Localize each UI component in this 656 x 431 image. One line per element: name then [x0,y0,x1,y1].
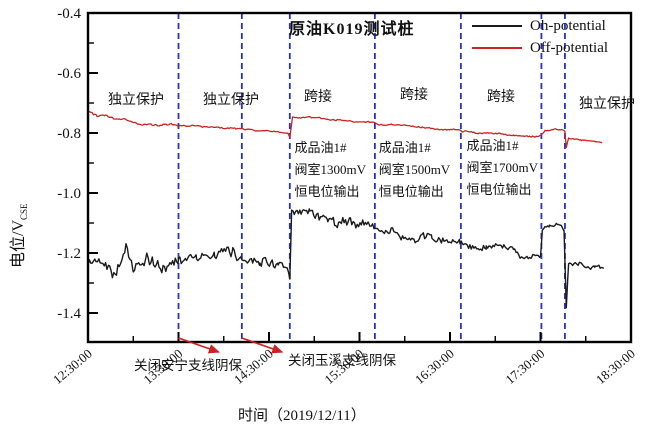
valve-annotation-line: 成品油1# [378,140,431,155]
y-axis-label-main: 电位/V [10,219,27,268]
region-label: 独立保护 [108,92,164,108]
valve-annotation-line: 阀室1300mV [294,162,367,177]
valve-annotation-line: 阀室1500mV [378,162,451,177]
region-label: 跨接 [487,88,515,105]
valve-annotation-line: 成品油1# [466,138,519,153]
y-tick-label: -1.4 [57,306,81,322]
legend-label-on: Oh-potential [530,17,606,34]
valve-annotation-line: 恒电位输出 [466,182,532,197]
region-label: 独立保护 [203,92,259,108]
legend-label-off: Off-potential [530,39,609,56]
legend-line-on-icon [472,25,522,27]
x-tick-label: 12:30:00 [50,346,95,387]
plot-border [86,11,633,344]
y-axis-label: 电位/VCSE [4,203,29,268]
event-arrow [241,337,284,354]
event-label: 关闭安宁支线阴保 [134,358,242,373]
valve-annotation: 成品油1# 阀室1700mV 恒电位输出 [466,135,538,201]
on-potential-curve [87,208,604,309]
x-tick-label-group: 12:30:00 [50,346,95,387]
x-tick-label-group: 17:30:00 [502,346,547,387]
y-tick-label: -0.6 [57,66,81,82]
off-potential-curve [87,110,603,149]
event-label: 关闭玉溪支线阴保 [288,353,396,368]
x-tick-label: 17:30:00 [502,346,547,387]
chart-title: 原油K019测试桩 [289,21,415,38]
legend-row-off: Off-potential [472,37,608,59]
valve-annotation-line: 恒电位输出 [378,184,444,199]
valve-annotation-line: 成品油1# [294,140,347,155]
valve-annotation: 成品油1# 阀室1300mV 恒电位输出 [295,137,367,203]
x-tick-label-group: 18:30:00 [593,346,638,387]
x-axis-label: 时间（2019/12/11） [238,408,366,424]
region-label: 独立保护 [579,96,635,112]
valve-annotation-line: 恒电位输出 [294,184,360,199]
valve-annotation: 成品油1# 阀室1500mV 恒电位输出 [379,137,451,203]
y-tick-label: -1.0 [57,186,81,202]
y-tick-label: -1.2 [57,246,81,262]
x-tick-label: 16:30:00 [412,346,457,387]
y-tick-label: -0.8 [57,126,81,142]
legend-row-on: Oh-potential [472,15,608,37]
region-label: 跨接 [304,88,332,105]
y-axis-label-subscript: CSE [19,203,30,220]
valve-annotation-line: 阀室1700mV [466,160,538,175]
region-label: 跨接 [400,86,428,103]
x-tick-label: 18:30:00 [593,346,638,387]
legend: Oh-potential Off-potential [472,15,608,59]
x-tick-label-group: 16:30:00 [412,346,457,387]
y-tick-label: -0.4 [57,6,81,22]
event-arrow [178,337,221,354]
legend-line-off-icon [472,47,522,49]
